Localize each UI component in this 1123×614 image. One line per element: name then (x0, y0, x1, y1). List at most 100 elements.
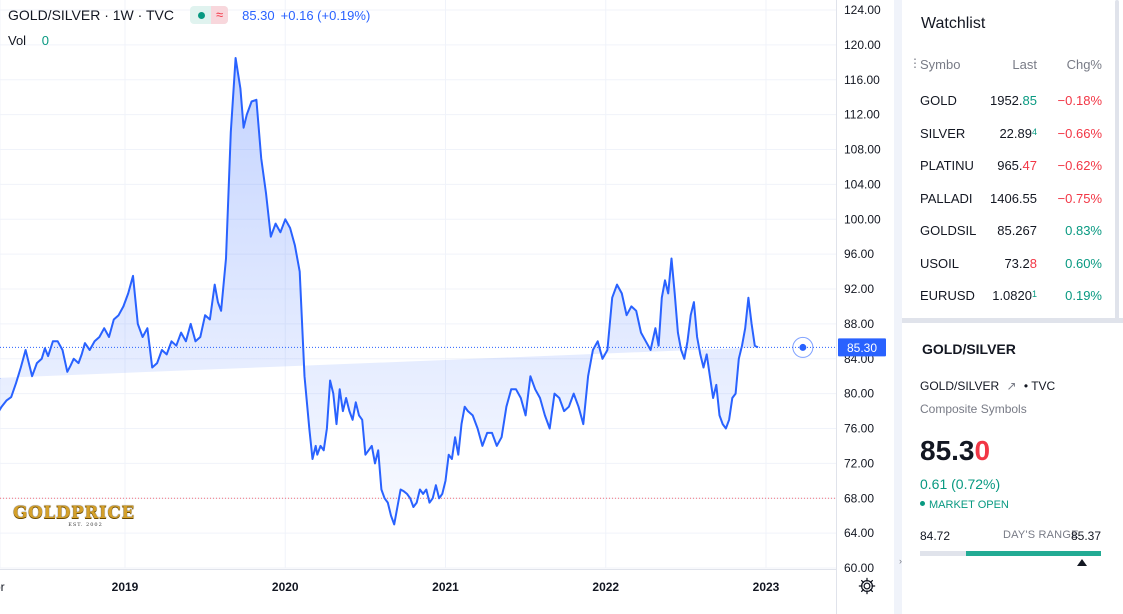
y-tick-label: 116.00 (844, 73, 880, 87)
watchlist-row[interactable]: SILVER 22.894 −0.66% (902, 118, 1123, 150)
watchlist-row[interactable]: PALLADI 1406.55 −0.75% (902, 183, 1123, 215)
pane-divider[interactable] (894, 0, 902, 614)
watchlist-row[interactable]: GOLDSIL 85.267 0.83% (902, 215, 1123, 247)
row-last: 85.267 (997, 223, 1037, 238)
volume-legend[interactable]: Vol 0 (8, 33, 49, 48)
range-high: 85.37 (1070, 529, 1101, 543)
last-point-marker (799, 343, 807, 351)
y-tick-label: 96.00 (844, 247, 874, 261)
row-chg: −0.18% (1057, 93, 1102, 108)
watchlist-scrollbar[interactable] (1115, 0, 1119, 320)
range-low: 84.72 (920, 529, 951, 543)
header-chg[interactable]: Chg% (1066, 57, 1102, 72)
price-chart[interactable]: 124.00 120.00 116.00 112.00 108.00 104.00 100.… (0, 0, 894, 614)
chart-pane[interactable]: 124.00 120.00 116.00 112.00 108.00 104.00 100.… (0, 0, 894, 614)
y-tick-label: 92.00 (844, 282, 874, 296)
row-last: 1952.85 (990, 93, 1037, 108)
y-tick-label: 120.00 (844, 38, 881, 52)
x-tick-label: 2021 (432, 580, 459, 594)
row-last-tail: 8 (1029, 255, 1037, 271)
watchlist-row[interactable]: USOIL 73.28 0.60% (902, 248, 1123, 280)
row-symbol: PLATINU (920, 158, 974, 173)
x-tick-label: 2022 (592, 580, 619, 594)
watchlist-header: ⋮ Symbo Last Chg% (902, 56, 1123, 74)
price-label-text: 85.30 (847, 341, 877, 355)
row-chg: −0.75% (1057, 190, 1102, 206)
row-last: 1.08201 (992, 288, 1037, 303)
row-last-sup: 4 (1031, 126, 1037, 137)
row-chg: 0.60% (1065, 255, 1102, 271)
row-chg: −0.66% (1057, 125, 1102, 141)
x-tick-label: 2023 (753, 580, 780, 594)
row-chg: 0.19% (1065, 288, 1102, 303)
y-tick-label: 64.00 (844, 526, 874, 540)
header-symbol[interactable]: Symbo (920, 57, 961, 72)
x-tick-label: 2020 (272, 580, 299, 594)
row-last-tail: 85 (1022, 93, 1037, 108)
row-chg: 0.83% (1065, 223, 1102, 238)
row-last: 1406.55 (990, 191, 1037, 206)
gear-icon[interactable] (858, 577, 876, 595)
row-last: 73.28 (1004, 256, 1037, 271)
volume-label: Vol (8, 33, 27, 48)
details-symbol[interactable]: GOLD/SILVER (920, 379, 1000, 393)
legend-last-value: 85.30 (242, 7, 275, 23)
row-symbol: EURUSD (920, 288, 975, 303)
y-tick-label: 88.00 (844, 317, 874, 331)
days-range-bar (920, 551, 1101, 556)
range-marker-icon (1077, 559, 1087, 566)
market-status-text: MARKET OPEN (929, 499, 1009, 511)
row-last-main: 1952. (989, 93, 1023, 108)
row-last-main: 1.0820 (992, 288, 1032, 303)
row-chg: −0.62% (1057, 158, 1102, 173)
days-range-fill (966, 551, 1101, 556)
details-symbol-line: GOLD/SILVER ↗ • TVC (920, 379, 1055, 393)
logo-text: GOLDPRICE (13, 503, 135, 523)
drag-handle-icon[interactable]: ⋮ (909, 56, 921, 70)
y-tick-label: 112.00 (844, 108, 880, 122)
price-area (0, 58, 758, 525)
y-tick-label: 72.00 (844, 456, 874, 470)
row-last: 965.47 (997, 158, 1037, 173)
watchlist-row[interactable]: EURUSD 1.08201 0.19% (902, 280, 1123, 312)
row-symbol: GOLDSIL (920, 223, 977, 238)
row-symbol: SILVER (920, 125, 966, 141)
details-description: Composite Symbols (920, 402, 1027, 416)
row-last-sup: 1 (1031, 289, 1037, 299)
y-tick-label: 124.00 (844, 3, 881, 17)
chart-legend: GOLD/SILVER · 1W · TVC ≈ 85.30 +0.16 (+0… (8, 6, 370, 24)
goldprice-logo: GOLDPRICE EST. 2002 (13, 503, 158, 530)
price-line (0, 57, 759, 526)
row-last-tail: 47 (1022, 158, 1037, 173)
row-last-main: 1406.55 (990, 190, 1037, 206)
details-change: 0.61 (0.72%) (920, 476, 1001, 492)
price-tail: 0 (974, 435, 991, 466)
external-link-icon[interactable]: ↗ (1006, 379, 1017, 393)
details-price: 85.30 (920, 435, 990, 467)
x-tick-label: 2019 (112, 580, 139, 594)
legend-change: +0.16 (+0.19%) (280, 7, 371, 23)
price-label-box (838, 338, 886, 357)
watchlist-title[interactable]: Watchlist (921, 15, 986, 32)
row-last: 22.894 (999, 126, 1037, 141)
x-tick-label: pr (0, 580, 5, 594)
details-title[interactable]: GOLD/SILVER (922, 341, 1016, 357)
y-tick-label: 108.00 (844, 143, 881, 157)
logo-subtext: EST. 2002 (68, 522, 103, 528)
y-tick-label: 104.00 (844, 177, 881, 191)
row-last-main: 85.267 (997, 223, 1037, 238)
market-open-dot-icon (197, 11, 205, 19)
compare-wave-icon: ≈ (210, 6, 229, 24)
collapse-panel-icon[interactable]: › (899, 556, 902, 566)
market-status: MARKET OPEN (920, 499, 1009, 511)
market-status-pill[interactable]: ≈ (189, 6, 229, 24)
status-dot-icon (920, 501, 925, 506)
panel-separator[interactable] (902, 318, 1123, 323)
price-main: 85.3 (920, 435, 975, 466)
header-last[interactable]: Last (1012, 57, 1037, 72)
last-point-halo (792, 336, 814, 358)
watchlist-row[interactable]: GOLD 1952.85 −0.18% (902, 85, 1123, 117)
watchlist-row[interactable]: PLATINU 965.47 −0.62% (902, 150, 1123, 182)
legend-symbol[interactable]: GOLD/SILVER · 1W · TVC (8, 7, 174, 23)
